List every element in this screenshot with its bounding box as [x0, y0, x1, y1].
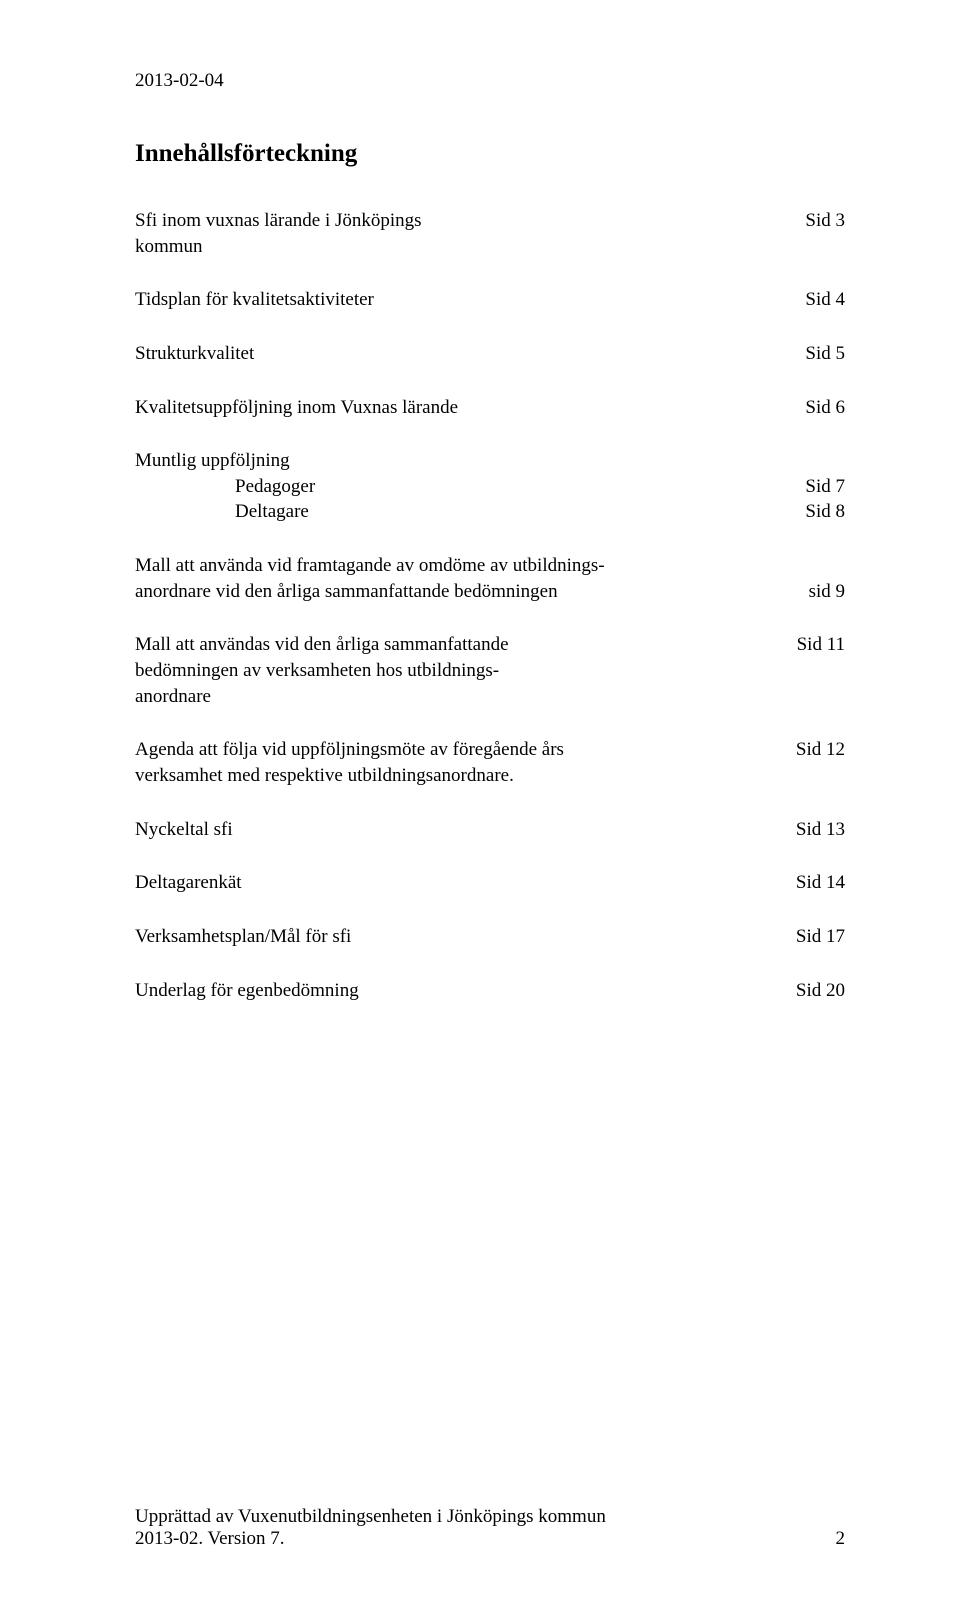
- toc-page: Sid 6: [785, 395, 845, 421]
- toc-label: verksamhet med respektive utbildningsano…: [135, 763, 514, 789]
- toc-page: Sid 20: [776, 978, 845, 1004]
- toc-item: Mall att användas vid den årliga sammanf…: [135, 632, 845, 709]
- toc-label: Strukturkvalitet: [135, 341, 254, 367]
- toc-item: Sfi inom vuxnas lärande i Jönköpings Sid…: [135, 208, 845, 259]
- toc-item: Underlag för egenbedömning Sid 20: [135, 978, 845, 1004]
- toc-label: Kvalitetsuppföljning inom Vuxnas lärande: [135, 395, 458, 421]
- toc-label: anordnare: [135, 684, 211, 710]
- toc-item: Agenda att följa vid uppföljningsmöte av…: [135, 737, 845, 788]
- toc-label: Agenda att följa vid uppföljningsmöte av…: [135, 737, 564, 763]
- toc-label: bedömningen av verksamheten hos utbildni…: [135, 658, 499, 684]
- toc-page: sid 9: [789, 579, 845, 605]
- toc-label: anordnare vid den årliga sammanfattande …: [135, 579, 558, 605]
- toc-label: Mall att använda vid framtagande av omdö…: [135, 553, 605, 579]
- toc-label: Muntlig uppföljning: [135, 448, 290, 474]
- toc-item: Deltagarenkät Sid 14: [135, 870, 845, 896]
- page-number: 2: [836, 1528, 846, 1550]
- toc-label: Verksamhetsplan/Mål för sfi: [135, 924, 351, 950]
- toc-page: Sid 12: [776, 737, 845, 763]
- toc-item: Mall att använda vid framtagande av omdö…: [135, 553, 845, 604]
- toc-item: Tidsplan för kvalitetsaktiviteter Sid 4: [135, 287, 845, 313]
- toc-item: Nyckeltal sfi Sid 13: [135, 817, 845, 843]
- page-title: Innehållsförteckning: [135, 140, 845, 168]
- toc-label: Deltagarenkät: [135, 870, 242, 896]
- toc-item: Verksamhetsplan/Mål för sfi Sid 17: [135, 924, 845, 950]
- toc-item: Kvalitetsuppföljning inom Vuxnas lärande…: [135, 395, 845, 421]
- toc-label: Tidsplan för kvalitetsaktiviteter: [135, 287, 374, 313]
- toc-page: Sid 3: [785, 208, 845, 234]
- toc-page: Sid 4: [785, 287, 845, 313]
- footer-line: 2013-02. Version 7.: [135, 1528, 606, 1550]
- toc-sub-label: Pedagoger: [135, 474, 315, 500]
- footer-line: Upprättad av Vuxenutbildningsenheten i J…: [135, 1506, 606, 1528]
- date-header: 2013-02-04: [135, 70, 845, 92]
- toc-item: Muntlig uppföljning Pedagoger Sid 7 Delt…: [135, 448, 845, 525]
- document-page: 2013-02-04 Innehållsförteckning Sfi inom…: [0, 0, 960, 1620]
- toc-sub-label: Deltagare: [135, 499, 309, 525]
- toc-item: Strukturkvalitet Sid 5: [135, 341, 845, 367]
- toc-page: Sid 5: [785, 341, 845, 367]
- table-of-contents: Sfi inom vuxnas lärande i Jönköpings Sid…: [135, 208, 845, 1003]
- toc-page: Sid 14: [776, 870, 845, 896]
- toc-label: Underlag för egenbedömning: [135, 978, 359, 1004]
- page-footer: Upprättad av Vuxenutbildningsenheten i J…: [135, 1506, 845, 1550]
- toc-page: Sid 13: [776, 817, 845, 843]
- toc-label: Nyckeltal sfi: [135, 817, 233, 843]
- toc-label: kommun: [135, 234, 203, 260]
- toc-page: Sid 11: [777, 632, 845, 658]
- footer-text: Upprättad av Vuxenutbildningsenheten i J…: [135, 1506, 606, 1550]
- toc-label: Sfi inom vuxnas lärande i Jönköpings: [135, 208, 422, 234]
- toc-page: Sid 8: [785, 499, 845, 525]
- toc-label: Mall att användas vid den årliga sammanf…: [135, 632, 509, 658]
- toc-page: Sid 7: [785, 474, 845, 500]
- toc-page: Sid 17: [776, 924, 845, 950]
